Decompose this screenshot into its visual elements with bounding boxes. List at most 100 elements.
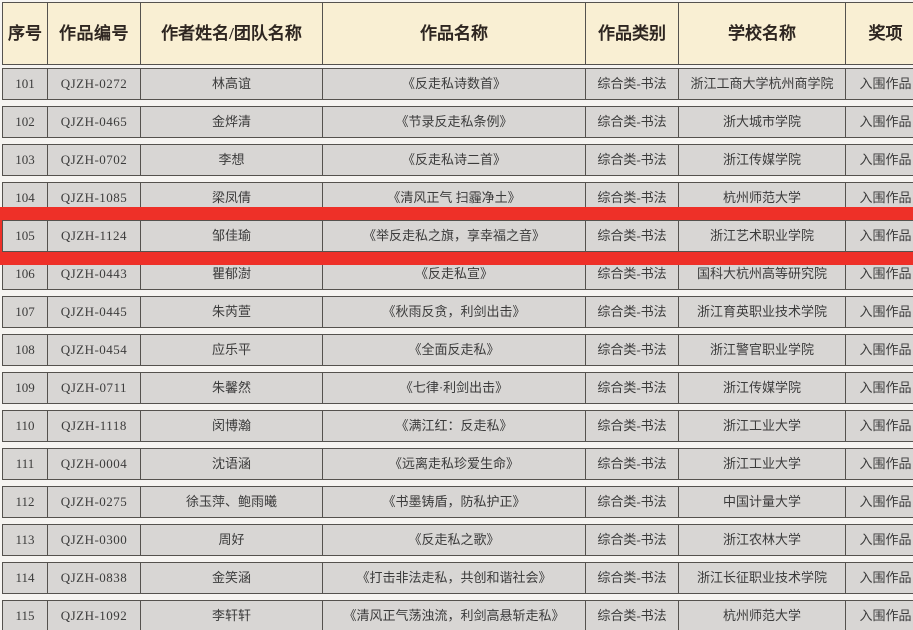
cell-category: 综合类-书法 [585,487,678,517]
cell-author: 金笑涵 [140,563,322,593]
table-row: 104 QJZH-1085 梁凤倩 《清风正气 扫霾净土》 综合类-书法 杭州师范大学 入围… [2,182,913,214]
cell-title: 《举反走私之旗，享幸福之音》 [322,221,585,251]
column-header-school: 学校名称 [678,3,845,64]
table-row: 114 QJZH-0838 金笑涵 《打击非法走私，共创和谐社会》 综合类-书法 浙江长征… [2,562,913,594]
cell-author: 李想 [140,145,322,175]
table-row: 109 QJZH-0711 朱馨然 《七律·利剑出击》 综合类-书法 浙江传媒学院 入围作品 [2,372,913,404]
cell-category: 综合类-书法 [585,601,678,630]
cell-title: 《打击非法走私，共创和谐社会》 [322,563,585,593]
column-header-index: 序号 [8,23,42,43]
table-row: 113 QJZH-0300 周好 《反走私之歌》 综合类-书法 浙江农林大学 入围作品 [2,524,913,556]
cell-index: 111 [15,455,35,471]
cell-school: 浙江长征职业技术学院 [678,563,845,593]
cell-author: 应乐平 [140,335,322,365]
cell-school: 浙江警官职业学院 [678,335,845,365]
cell-work_id: QJZH-0711 [47,373,140,403]
cell-title: 《清风正气 扫霾净土》 [322,183,585,213]
cell-school: 杭州师范大学 [678,183,845,213]
table-row: 111 QJZH-0004 沈语涵 《远离走私珍爱生命》 综合类-书法 浙江工业大学 入围作… [2,448,913,480]
cell-index: 109 [15,379,35,395]
cell-work_id: QJZH-0838 [47,563,140,593]
cell-work_id: QJZH-0004 [47,449,140,479]
cell-title: 《反走私之歌》 [322,525,585,555]
cell-author: 林高谊 [140,69,322,99]
cell-category: 综合类-书法 [585,221,678,251]
cell-category: 综合类-书法 [585,107,678,137]
cell-award: 入围作品 [845,525,913,555]
cell-work_id: QJZH-0443 [47,259,140,289]
cell-award: 入围作品 [845,183,913,213]
table-body: 101 QJZH-0272 林高谊 《反走私诗数首》 综合类-书法 浙江工商大学杭州商学院… [2,68,913,630]
cell-title: 《节录反走私条例》 [322,107,585,137]
cell-school: 浙大城市学院 [678,107,845,137]
cell-work_id: QJZH-1092 [47,601,140,630]
cell-title: 《反走私宣》 [322,259,585,289]
cell-award: 入围作品 [845,449,913,479]
cell-author: 李轩轩 [140,601,322,630]
cell-title: 《反走私诗二首》 [322,145,585,175]
cell-index: 113 [15,531,35,547]
cell-author: 邹佳瑜 [140,221,322,251]
cell-school: 中国计量大学 [678,487,845,517]
cell-author: 朱芮萱 [140,297,322,327]
cell-index: 107 [15,303,35,319]
cell-title: 《全面反走私》 [322,335,585,365]
cell-author: 梁凤倩 [140,183,322,213]
cell-author: 朱馨然 [140,373,322,403]
table-row: 112 QJZH-0275 徐玉萍、鲍雨曦 《书墨铸盾，防私护正》 综合类-书法 中国计量… [2,486,913,518]
cell-category: 综合类-书法 [585,69,678,99]
cell-work_id: QJZH-0300 [47,525,140,555]
cell-title: 《反走私诗数首》 [322,69,585,99]
cell-index: 110 [15,417,35,433]
cell-award: 入围作品 [845,487,913,517]
cell-award: 入围作品 [845,563,913,593]
cell-author: 瞿郁澍 [140,259,322,289]
cell-award: 入围作品 [845,335,913,365]
cell-title: 《七律·利剑出击》 [322,373,585,403]
cell-award: 入围作品 [845,601,913,630]
cell-category: 综合类-书法 [585,297,678,327]
cell-category: 综合类-书法 [585,563,678,593]
column-header-category: 作品类别 [585,3,678,64]
cell-school: 浙江传媒学院 [678,145,845,175]
cell-category: 综合类-书法 [585,525,678,555]
cell-award: 入围作品 [845,107,913,137]
cell-work_id: QJZH-0454 [47,335,140,365]
cell-work_id: QJZH-1118 [47,411,140,441]
cell-category: 综合类-书法 [585,259,678,289]
column-header-title: 作品名称 [322,3,585,64]
cell-work_id: QJZH-0702 [47,145,140,175]
cell-school: 杭州师范大学 [678,601,845,630]
table-row: 115 QJZH-1092 李轩轩 《清风正气荡浊流，利剑高悬斩走私》 综合类-书法 杭州… [2,600,913,630]
table-row: 102 QJZH-0465 金烨清 《节录反走私条例》 综合类-书法 浙大城市学院 入围作品 [2,106,913,138]
cell-school: 浙江育英职业技术学院 [678,297,845,327]
cell-title: 《远离走私珍爱生命》 [322,449,585,479]
cell-work_id: QJZH-1085 [47,183,140,213]
cell-index: 112 [15,493,35,509]
cell-category: 综合类-书法 [585,335,678,365]
cell-work_id: QJZH-0465 [47,107,140,137]
cell-index: 105 [15,227,35,243]
cell-school: 浙江传媒学院 [678,373,845,403]
table-row: 101 QJZH-0272 林高谊 《反走私诗数首》 综合类-书法 浙江工商大学杭州商学院… [2,68,913,100]
cell-title: 《书墨铸盾，防私护正》 [322,487,585,517]
table-row: 108 QJZH-0454 应乐平 《全面反走私》 综合类-书法 浙江警官职业学院 入围作品 [2,334,913,366]
cell-category: 综合类-书法 [585,373,678,403]
cell-index: 114 [15,569,35,585]
cell-category: 综合类-书法 [585,145,678,175]
cell-school: 浙江艺术职业学院 [678,221,845,251]
column-header-author: 作者姓名/团队名称 [140,3,322,64]
cell-author: 周好 [140,525,322,555]
column-header-award: 奖项 [845,3,913,64]
cell-index: 102 [15,113,35,129]
cell-award: 入围作品 [845,297,913,327]
cell-award: 入围作品 [845,373,913,403]
cell-work_id: QJZH-0272 [47,69,140,99]
column-header-work_id: 作品编号 [47,3,140,64]
cell-award: 入围作品 [845,411,913,441]
table-row: 106 QJZH-0443 瞿郁澍 《反走私宣》 综合类-书法 国科大杭州高等研究院 入围作… [2,258,913,290]
table-row: 107 QJZH-0445 朱芮萱 《秋雨反贪，利剑出击》 综合类-书法 浙江育英职业技术… [2,296,913,328]
cell-work_id: QJZH-1124 [47,221,140,251]
cell-school: 浙江工商大学杭州商学院 [678,69,845,99]
